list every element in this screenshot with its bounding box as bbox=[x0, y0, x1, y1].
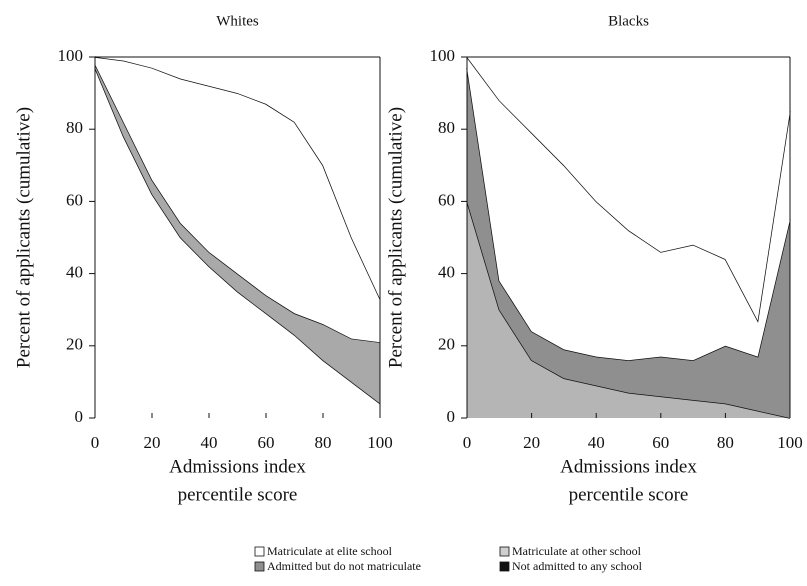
legend-label: Admitted but do not matriculate bbox=[267, 559, 421, 573]
panel-title: Blacks bbox=[608, 13, 649, 29]
y-tick-label: 100 bbox=[430, 46, 456, 65]
x-tick-label: 80 bbox=[717, 433, 734, 452]
x-tick-label: 0 bbox=[91, 433, 100, 452]
x-axis-label: Admissions index bbox=[560, 456, 697, 477]
x-tick-label: 0 bbox=[463, 433, 472, 452]
area-layer bbox=[467, 67, 790, 418]
x-tick-label: 40 bbox=[201, 433, 218, 452]
x-axis-label: percentile score bbox=[569, 484, 689, 505]
legend-swatch bbox=[254, 561, 265, 572]
area-layer bbox=[95, 57, 380, 343]
y-axis-label: Percent of applicants (cumulative) bbox=[385, 107, 406, 368]
area-layer bbox=[467, 57, 790, 361]
x-tick-label: 20 bbox=[523, 433, 540, 452]
legend-label: Matriculate at elite school bbox=[267, 544, 393, 558]
y-tick-label: 40 bbox=[438, 263, 455, 282]
y-axis-label: Percent of applicants (cumulative) bbox=[13, 107, 34, 368]
x-axis-label: percentile score bbox=[178, 484, 298, 505]
area-layer bbox=[467, 57, 790, 321]
y-tick-label: 0 bbox=[75, 407, 84, 426]
y-tick-label: 60 bbox=[66, 190, 83, 209]
y-tick-label: 80 bbox=[438, 118, 455, 137]
area-layer bbox=[467, 201, 790, 418]
legend-label: Not admitted to any school bbox=[512, 559, 643, 573]
y-tick-label: 20 bbox=[66, 335, 83, 354]
x-tick-label: 100 bbox=[367, 433, 393, 452]
y-tick-label: 100 bbox=[58, 46, 84, 65]
legend-swatch bbox=[254, 546, 265, 557]
x-axis-label: Admissions index bbox=[169, 456, 306, 477]
panel-title: Whites bbox=[216, 13, 259, 29]
x-tick-label: 80 bbox=[315, 433, 332, 452]
legend-label: Matriculate at other school bbox=[512, 544, 642, 558]
x-tick-label: 20 bbox=[144, 433, 161, 452]
y-tick-label: 0 bbox=[447, 407, 456, 426]
x-tick-label: 40 bbox=[588, 433, 605, 452]
y-tick-label: 80 bbox=[66, 118, 83, 137]
legend-swatch bbox=[499, 561, 510, 572]
x-tick-label: 60 bbox=[652, 433, 669, 452]
y-tick-label: 60 bbox=[438, 190, 455, 209]
x-tick-label: 100 bbox=[777, 433, 803, 452]
y-tick-label: 40 bbox=[66, 263, 83, 282]
area-layer bbox=[95, 57, 380, 299]
y-tick-label: 20 bbox=[438, 335, 455, 354]
area-layer bbox=[95, 67, 380, 418]
x-tick-label: 60 bbox=[258, 433, 275, 452]
legend-swatch bbox=[499, 546, 510, 557]
